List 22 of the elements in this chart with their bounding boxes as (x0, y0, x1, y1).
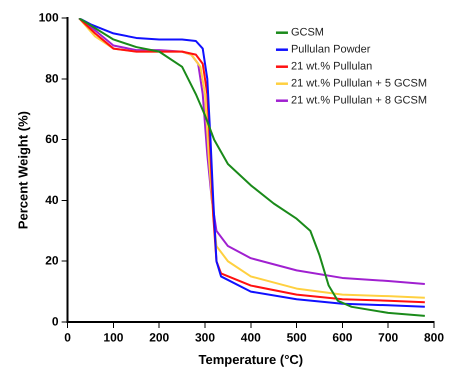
x-tick-label: 800 (424, 330, 444, 345)
y-axis-title: Percent Weight (%) (15, 110, 30, 230)
x-tick-label: 500 (286, 330, 307, 345)
y-tick-label: 60 (45, 132, 59, 146)
y-tick-label: 80 (45, 71, 59, 86)
y-tick-label: 100 (38, 10, 59, 25)
legend-label: Pullulan Powder (290, 44, 371, 56)
legend-label: 21 wt.% Pullulan + 5 GCSM (290, 78, 428, 90)
legend-label: 21 wt.% Pullulan + 8 GCSM (290, 94, 428, 107)
y-tick-label: 20 (45, 254, 59, 268)
y-tick-label: 0 (52, 314, 59, 328)
x-tick-label: 700 (378, 330, 399, 345)
x-tick-label: 100 (103, 330, 124, 345)
x-tick-label: 0 (64, 330, 72, 345)
x-tick-label: 200 (149, 330, 170, 345)
legend-label: GCSM (290, 26, 324, 39)
y-tick-label: 40 (45, 192, 59, 207)
x-tick-label: 600 (332, 330, 353, 345)
x-tick-label: 300 (195, 330, 216, 345)
x-tick-label: 400 (240, 330, 262, 345)
legend-label: 21 wt.% Pullulan (290, 60, 372, 73)
x-axis-title: Temperature (°C) (198, 352, 304, 367)
